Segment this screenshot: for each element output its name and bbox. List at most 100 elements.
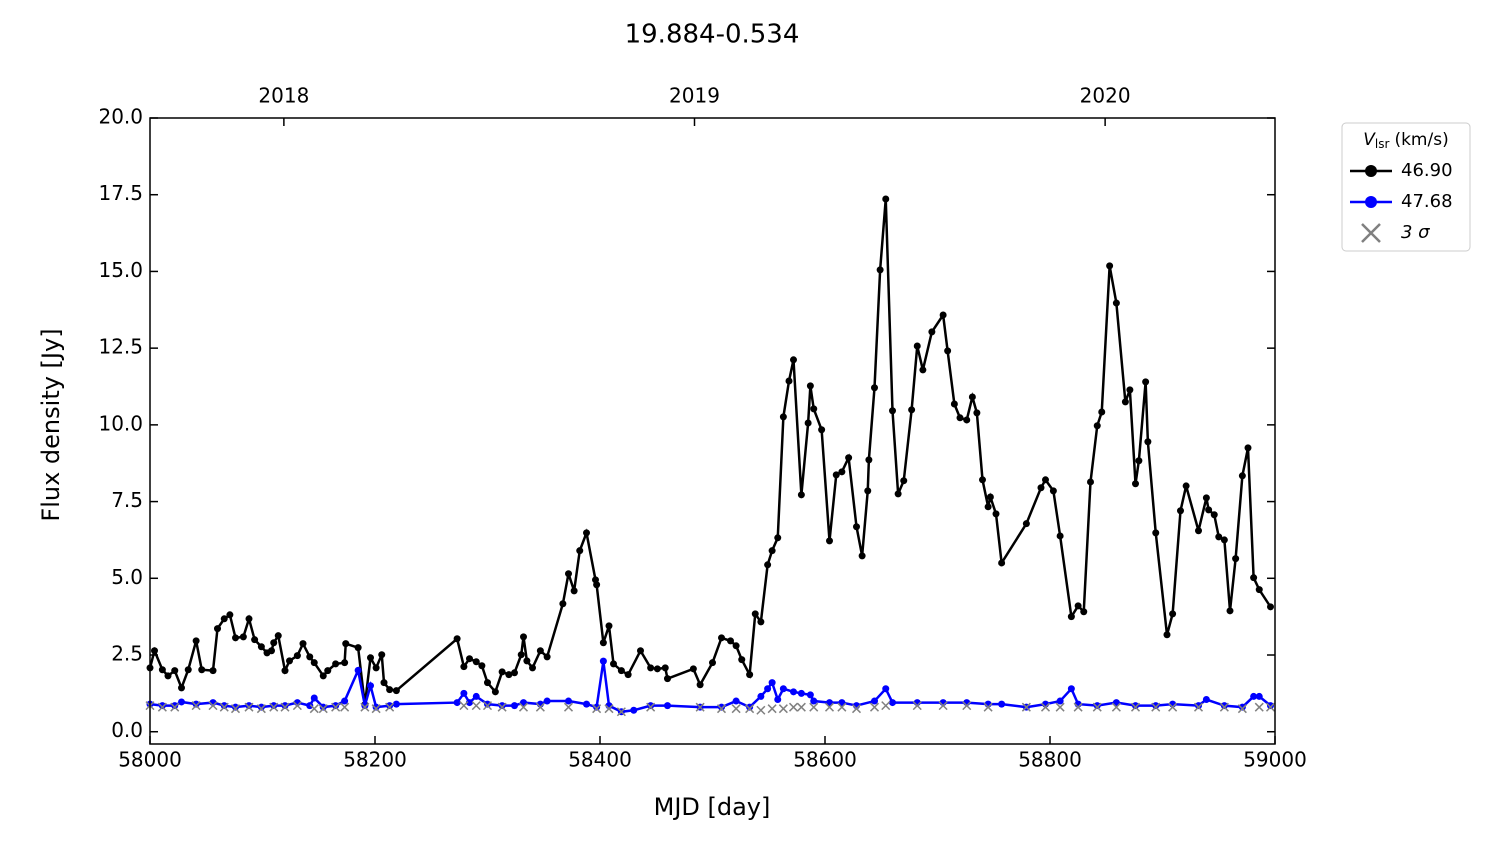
marker — [310, 659, 318, 667]
marker — [837, 702, 847, 712]
marker — [1219, 702, 1229, 712]
marker — [881, 701, 891, 711]
marker — [826, 699, 833, 707]
marker — [505, 671, 513, 679]
marker — [1135, 457, 1143, 465]
marker — [779, 413, 787, 421]
marker — [1142, 378, 1150, 386]
marker — [785, 377, 793, 385]
marker — [599, 657, 607, 665]
marker — [466, 655, 473, 663]
marker — [963, 416, 971, 424]
marker — [912, 701, 922, 711]
marker — [192, 700, 200, 708]
marker — [838, 468, 846, 476]
marker — [226, 611, 234, 619]
y-tick-label: 20.0 — [98, 105, 143, 129]
marker — [178, 684, 185, 692]
marker — [559, 600, 567, 608]
marker — [245, 702, 253, 710]
marker — [646, 702, 656, 712]
marker — [511, 702, 518, 710]
marker — [984, 503, 992, 511]
marker — [453, 635, 461, 643]
marker — [565, 697, 572, 705]
marker — [1267, 702, 1274, 710]
marker — [1111, 702, 1121, 712]
marker — [1152, 529, 1160, 537]
marker — [342, 640, 350, 648]
marker — [1074, 602, 1082, 610]
marker — [331, 702, 341, 712]
marker — [386, 686, 394, 694]
marker — [604, 704, 614, 714]
legend-box — [1341, 122, 1471, 252]
marker — [938, 701, 948, 711]
y-tick-label: 10.0 — [98, 411, 143, 435]
marker — [1151, 702, 1161, 712]
marker — [1195, 702, 1202, 710]
marker — [592, 704, 602, 714]
marker — [718, 703, 725, 711]
marker — [1237, 704, 1247, 714]
marker — [1112, 699, 1120, 707]
marker — [232, 634, 239, 642]
marker — [992, 510, 1000, 518]
marker — [637, 647, 644, 655]
marker — [1106, 262, 1114, 270]
marker — [809, 702, 819, 712]
legend-marker — [1365, 165, 1377, 177]
marker — [498, 668, 506, 676]
marker — [220, 615, 228, 623]
marker — [689, 665, 697, 673]
marker — [171, 667, 179, 675]
marker — [1022, 520, 1030, 528]
marker — [268, 647, 275, 655]
marker — [1182, 482, 1190, 490]
y-tick-label: 17.5 — [98, 181, 143, 205]
legend-title: Vlsr (km/s) — [1363, 130, 1448, 151]
marker — [826, 537, 833, 545]
marker — [882, 685, 890, 693]
marker — [1205, 506, 1213, 514]
marker — [310, 694, 318, 702]
marker — [536, 647, 544, 655]
marker — [270, 639, 278, 647]
marker — [385, 702, 395, 712]
marker — [768, 547, 776, 555]
marker — [778, 704, 788, 714]
marker — [230, 704, 241, 714]
marker — [563, 702, 574, 712]
marker — [386, 702, 394, 710]
marker — [583, 529, 590, 537]
marker — [908, 406, 916, 414]
marker — [257, 703, 265, 711]
marker — [647, 664, 655, 672]
marker — [523, 657, 531, 665]
marker — [599, 639, 607, 647]
marker — [239, 633, 247, 641]
marker — [864, 487, 872, 495]
marker — [232, 703, 239, 711]
marker — [306, 653, 314, 661]
marker — [593, 581, 601, 589]
marker — [956, 414, 964, 422]
marker — [1021, 702, 1031, 712]
marker — [361, 702, 369, 710]
marker — [664, 675, 671, 683]
marker — [281, 667, 289, 675]
marker — [518, 702, 529, 712]
marker — [1144, 438, 1152, 446]
marker — [653, 665, 661, 673]
marker — [1238, 472, 1246, 480]
y-axis-label: Flux density [Jy] — [37, 328, 65, 521]
x-axis-label: MJD [day] — [654, 793, 771, 821]
marker — [1098, 408, 1106, 416]
marker — [565, 570, 572, 578]
marker — [367, 654, 374, 662]
marker — [696, 681, 704, 689]
legend-title-unit: (km/s) — [1394, 130, 1448, 150]
marker — [1244, 444, 1252, 452]
marker — [746, 671, 754, 679]
marker — [869, 702, 880, 712]
